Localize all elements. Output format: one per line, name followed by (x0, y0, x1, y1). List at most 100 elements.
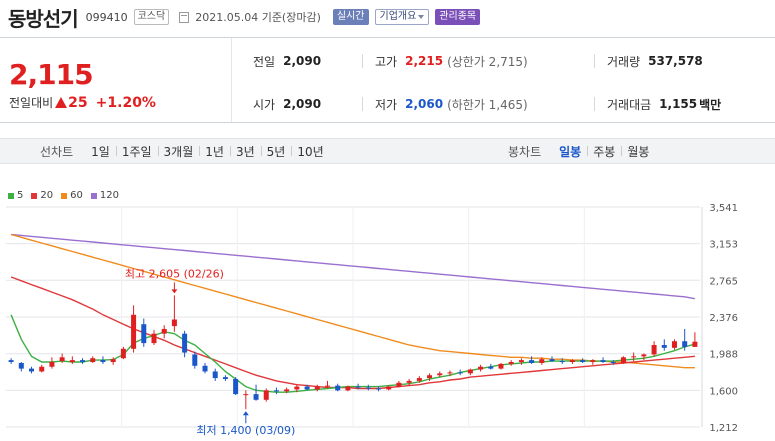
open-value: 2,090 (283, 97, 322, 111)
candle (294, 384, 300, 393)
tab-10y[interactable]: 10년 (291, 143, 329, 160)
tab-3m[interactable]: 3개월 (157, 143, 200, 160)
candle (671, 339, 677, 350)
ma20-line (10, 276, 695, 390)
candle (171, 295, 177, 332)
candle (100, 356, 106, 364)
candle (620, 356, 626, 364)
candle-chart-tabs: 봉차트 일봉 주봉 월봉 (508, 139, 655, 163)
tab-1d[interactable]: 1일 (91, 144, 110, 159)
chart-period-tabs: 선차트 1일 1주일 3개월 1년 3년 5년 10년 봉차트 일봉 주봉 월봉 (0, 138, 775, 164)
legend-swatch (8, 192, 14, 199)
candle (161, 325, 167, 339)
volume: 거래량 537,578 (607, 52, 703, 70)
company-overview-label: 기업개요 (379, 11, 417, 22)
candles (8, 295, 698, 410)
candle (416, 376, 422, 383)
divider (362, 54, 363, 68)
line-chart-tabs: 선차트 1일 1주일 3개월 1년 3년 5년 10년 (40, 139, 330, 163)
legend-ma120: 120 (90, 190, 119, 201)
y-tick-label: 2,376 (709, 313, 738, 324)
y-tick-label: 1,600 (709, 386, 738, 397)
candle (498, 362, 504, 370)
y-tick-label: 1,988 (709, 350, 738, 361)
candle (304, 384, 310, 391)
candle (243, 390, 249, 410)
candle (437, 371, 443, 378)
high-annotation: 최고 2,605 (02/26) (125, 267, 224, 280)
ma120-line (11, 233, 696, 300)
current-price: 2,115 (9, 58, 94, 91)
candle (600, 357, 606, 363)
candle (508, 360, 514, 366)
candle (488, 363, 494, 370)
price-change: 전일대비 25 +1.20% (9, 94, 156, 111)
candle (478, 364, 484, 372)
legend-ma5: 5 (8, 190, 23, 201)
candle (355, 383, 361, 390)
open-label: 시가 (253, 97, 276, 112)
market-badge: 코스닥 (133, 9, 170, 25)
high-label: 고가 (375, 54, 398, 69)
stock-name: 동방선기 (8, 6, 79, 31)
quote-panel: 2,115 전일대비 25 +1.20% 전일 2,090 고가 2,215 (… (0, 37, 775, 123)
legend-ma60: 60 (61, 190, 83, 201)
open-price: 시가 2,090 (253, 95, 321, 113)
candle-chart-label: 봉차트 (508, 144, 542, 159)
change-value: 25 (68, 94, 88, 111)
legend-swatch (90, 192, 97, 199)
candle (569, 359, 575, 364)
candle (273, 387, 279, 395)
trade-amount: 거래대금 1,155 백만 (607, 95, 721, 113)
amount-label: 거래대금 (607, 97, 652, 112)
candle (610, 360, 616, 365)
candle (590, 359, 596, 365)
tab-5y[interactable]: 5년 (260, 143, 292, 160)
chart-legend: 5 20 60 120 (8, 190, 119, 201)
candle (8, 358, 14, 364)
tab-3y[interactable]: 3년 (229, 143, 261, 160)
realtime-button[interactable]: 실시간 (332, 9, 369, 25)
candle (396, 380, 402, 388)
price-chart: 5 20 60 120 3,541 3,153 2,765 2,376 1,988 1,6… (0, 185, 775, 441)
managed-stock-badge[interactable]: 관리종목 (435, 9, 481, 25)
amount-value: 1,155 (659, 97, 698, 111)
up-triangle-icon (55, 97, 68, 108)
legend-swatch (31, 192, 38, 199)
candle (559, 358, 565, 364)
low-value: 2,060 (405, 97, 444, 111)
volume-value: 537,578 (648, 54, 703, 68)
tab-daily[interactable]: 일봉 (559, 144, 582, 159)
candle (580, 358, 586, 363)
tab-1y[interactable]: 1년 (199, 143, 230, 160)
candle (467, 368, 473, 376)
divider (362, 97, 363, 111)
candle (110, 357, 116, 365)
candle (18, 362, 24, 372)
candle (651, 341, 657, 357)
low-annotation: 최저 1,400 (03/09) (196, 424, 295, 437)
quote-date: 2021.05.04 기준(장마감) (195, 11, 321, 24)
candle (406, 379, 412, 386)
company-overview-button[interactable]: 기업개요 (374, 9, 430, 25)
low-price: 저가 2,060 (하한가 1,465) (375, 95, 528, 113)
tab-1w[interactable]: 1주일 (115, 143, 158, 160)
candle (376, 386, 382, 392)
candle (80, 358, 86, 364)
candle (141, 318, 147, 347)
change-percent: +1.20% (95, 94, 156, 111)
lower-limit: (하한가 1,465) (447, 97, 528, 112)
calendar-icon (179, 11, 190, 23)
candle (539, 357, 545, 365)
tab-weekly[interactable]: 주봉 (587, 143, 621, 160)
candle (314, 384, 320, 392)
candlestick-plot: 3,541 3,153 2,765 2,376 1,988 1,600 1,212 최고 2… (6, 203, 738, 437)
candle (49, 357, 55, 369)
candle (131, 305, 137, 353)
prev-close: 전일 2,090 (253, 52, 321, 70)
candle (386, 385, 392, 391)
candle (661, 339, 667, 351)
tab-monthly[interactable]: 월봉 (621, 143, 655, 160)
candle (549, 356, 555, 363)
candle (518, 358, 524, 365)
